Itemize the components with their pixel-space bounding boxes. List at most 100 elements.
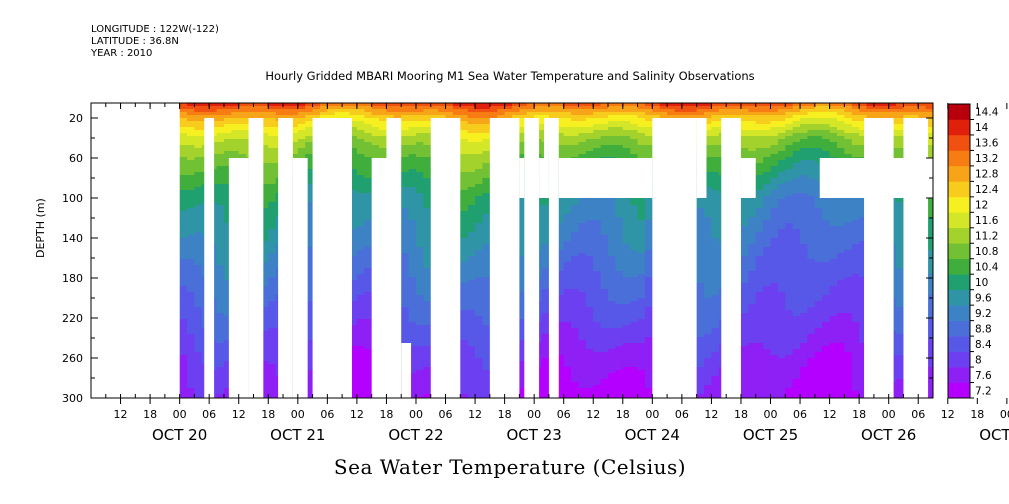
temperature-cell: [260, 220, 269, 224]
temperature-cell: [305, 277, 313, 281]
temperature-cell: [519, 244, 528, 248]
temperature-cell: [541, 226, 550, 230]
temperature-cell: [408, 208, 417, 212]
temperature-cell: [364, 343, 373, 347]
temperature-cell: [349, 256, 358, 260]
temperature-cell: [460, 136, 469, 140]
temperature-cell: [467, 214, 476, 218]
temperature-cell: [482, 121, 491, 125]
temperature-cell: [327, 115, 336, 119]
temperature-cell: [475, 337, 483, 341]
temperature-cell: [187, 325, 195, 329]
temperature-cell: [268, 190, 277, 194]
temperature-cell: [305, 106, 313, 110]
temperature-cell: [216, 265, 225, 269]
temperature-cell: [467, 394, 476, 398]
temperature-cell: [305, 379, 313, 383]
temperature-cell: [179, 373, 188, 377]
temperature-cell: [187, 322, 195, 326]
temperature-cell: [223, 130, 232, 134]
temperature-cell: [401, 307, 409, 311]
temperature-cell: [179, 169, 188, 173]
temperature-cell: [305, 337, 313, 341]
temperature-cell: [179, 265, 188, 269]
temperature-cell: [260, 133, 269, 137]
temperature-cell: [283, 109, 291, 113]
temperature-cell: [260, 253, 269, 257]
temperature-cell: [408, 247, 417, 251]
temperature-cell: [349, 142, 358, 146]
temperature-cell: [415, 373, 424, 377]
temperature-cell: [179, 217, 188, 221]
temperature-cell: [356, 208, 365, 212]
temperature-cell: [268, 238, 277, 242]
temperature-cell: [356, 373, 365, 377]
temperature-cell: [401, 226, 409, 230]
temperature-cell: [408, 253, 417, 257]
temperature-cell: [475, 250, 483, 254]
temperature-cell: [482, 316, 491, 320]
temperature-cell: [541, 259, 550, 263]
temperature-cell: [290, 103, 299, 107]
temperature-cell: [260, 154, 269, 158]
temperature-cell: [179, 208, 188, 212]
temperature-cell: [238, 106, 247, 110]
temperature-cell: [194, 343, 203, 347]
temperature-cell: [541, 343, 550, 347]
temperature-cell: [216, 307, 225, 311]
temperature-cell: [356, 115, 365, 119]
temperature-cell: [260, 373, 269, 377]
temperature-cell: [231, 154, 240, 158]
temperature-cell: [423, 385, 432, 389]
temperature-cell: [194, 334, 203, 338]
temperature-cell: [194, 151, 203, 155]
temperature-cell: [415, 331, 424, 335]
temperature-cell: [349, 370, 358, 374]
temperature-cell: [246, 103, 254, 107]
temperature-cell: [179, 136, 188, 140]
temperature-cell: [268, 181, 277, 185]
temperature-cell: [194, 106, 203, 110]
temperature-cell: [231, 130, 240, 134]
temperature-cell: [349, 364, 358, 368]
temperature-cell: [467, 253, 476, 257]
temperature-cell: [460, 328, 469, 332]
temperature-cell: [519, 247, 528, 251]
temperature-cell: [194, 322, 203, 326]
temperature-cell: [415, 250, 424, 254]
temperature-cell: [260, 340, 269, 344]
temperature-cell: [401, 217, 409, 221]
temperature-cell: [482, 193, 491, 197]
temperature-cell: [179, 118, 188, 122]
temperature-cell: [379, 121, 387, 125]
temperature-cell: [534, 103, 542, 107]
temperature-cell: [541, 106, 550, 110]
temperature-cell: [305, 250, 313, 254]
temperature-cell: [519, 343, 528, 347]
temperature-cell: [423, 325, 432, 329]
temperature-cell: [260, 349, 269, 353]
temperature-cell: [460, 169, 469, 173]
temperature-cell: [423, 382, 432, 386]
temperature-cell: [223, 301, 232, 305]
temperature-cell: [187, 370, 195, 374]
temperature-cell: [541, 286, 550, 290]
temperature-cell: [364, 178, 373, 182]
temperature-cell: [415, 346, 424, 350]
temperature-cell: [223, 115, 232, 119]
temperature-cell: [305, 385, 313, 389]
temperature-cell: [349, 334, 358, 338]
temperature-cell: [423, 139, 432, 143]
temperature-cell: [364, 391, 373, 395]
temperature-cell: [364, 181, 373, 185]
temperature-cell: [408, 289, 417, 293]
temperature-cell: [179, 235, 188, 239]
temperature-cell: [408, 124, 417, 128]
temperature-cell: [482, 145, 491, 149]
temperature-cell: [223, 172, 232, 176]
temperature-cell: [268, 217, 277, 221]
temperature-cell: [305, 373, 313, 377]
temperature-cell: [423, 337, 432, 341]
temperature-cell: [223, 250, 232, 254]
temperature-cell: [482, 280, 491, 284]
